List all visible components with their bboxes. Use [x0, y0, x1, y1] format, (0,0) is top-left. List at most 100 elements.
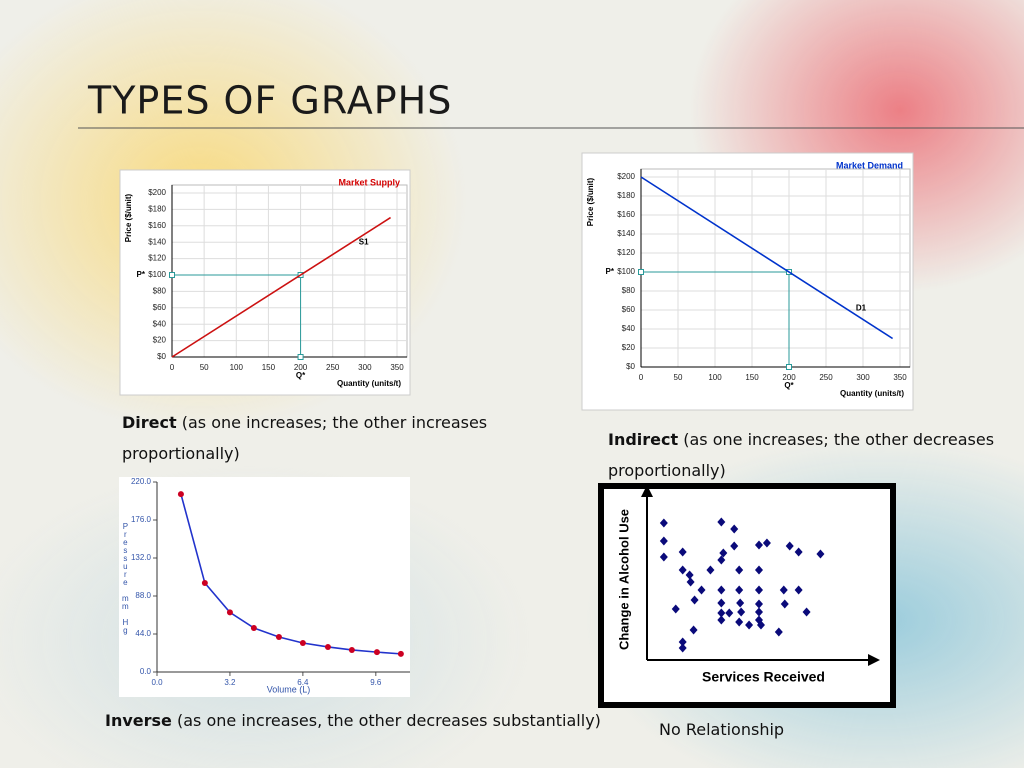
y-tick-label: $0: [626, 362, 635, 371]
axis-marker: [297, 354, 304, 360]
y-tick-label: 0.0: [140, 667, 152, 676]
data-point: [250, 624, 257, 631]
data-point: [736, 598, 745, 608]
data-point: [754, 565, 763, 575]
y-tick-label: $200: [617, 172, 635, 181]
data-point: [717, 585, 726, 595]
x-note: Q*: [296, 371, 306, 380]
data-point: [762, 538, 771, 548]
data-point: [671, 604, 680, 614]
data-point: [697, 585, 706, 595]
y-axis-label: Change in Alcohol Use: [616, 509, 631, 650]
data-point: [678, 643, 687, 653]
data-point: [779, 585, 788, 595]
y-tick-label: $200: [148, 188, 166, 197]
y-tick-label: $0: [157, 352, 166, 361]
data-point: [745, 620, 754, 630]
x-tick-label: 150: [745, 373, 759, 382]
caption-line: proportionally): [608, 461, 726, 480]
x-tick-label: 50: [674, 373, 683, 382]
data-point: [678, 565, 687, 575]
data-point: [754, 540, 763, 550]
x-tick-label: 200: [294, 363, 308, 372]
data-point: [794, 585, 803, 595]
y-axis-arrow: [641, 485, 653, 497]
data-point: [802, 607, 811, 617]
data-point: [689, 625, 698, 635]
data-point: [659, 536, 668, 546]
data-point: [719, 548, 728, 558]
data-point: [717, 517, 726, 527]
data-point: [816, 549, 825, 559]
data-point: [754, 607, 763, 617]
chart-frame: [598, 483, 896, 708]
series-line: [180, 493, 401, 655]
chart-title: Market Supply: [338, 177, 400, 187]
chart: $0 $20 $40 $60 $80 $100 $120 $140 $160 $180 $200 0 5…: [581, 152, 914, 411]
x-tick-label: 6.4: [297, 678, 309, 687]
y-note: P*: [606, 267, 615, 276]
y-tick-label: $160: [148, 221, 166, 230]
plot-area: [171, 184, 408, 358]
y-tick-label: $80: [153, 287, 167, 296]
y-axis-label: Pressure mm Hg: [121, 522, 130, 635]
y-tick-label: $80: [622, 286, 636, 295]
data-point: [177, 491, 184, 498]
plot-area: [640, 168, 911, 368]
chart: $0 $20 $40 $60 $80 $100 $120 $140 $160 $180 $200 0 5…: [119, 169, 411, 396]
x-tick-label: 150: [262, 363, 276, 372]
data-point: [794, 547, 803, 557]
x-tick-label: 300: [856, 373, 870, 382]
data-point: [690, 595, 699, 605]
x-tick-label: 3.2: [224, 678, 236, 687]
slide-title: TYPES OF GRAPHS: [87, 79, 452, 123]
x-tick-label: 300: [358, 363, 372, 372]
data-point: [717, 598, 726, 608]
y-tick-label: $60: [622, 305, 636, 314]
x-tick-label: 50: [200, 363, 209, 372]
y-tick-label: $180: [148, 205, 166, 214]
x-axis-label: Services Received: [702, 669, 825, 685]
data-point: [299, 639, 306, 646]
x-tick-label: 250: [326, 363, 340, 372]
caption-line: Indirect (as one increases; the other de…: [608, 430, 994, 449]
data-point: [774, 627, 783, 637]
y-tick-label: $20: [622, 343, 636, 352]
caption-text: proportionally): [608, 461, 726, 480]
y-tick-label: $140: [617, 229, 635, 238]
data-point: [717, 615, 726, 625]
chart: 0.0 44.0 88.0 132.0 176.0 220.0 0.0 3.2 6.4 9.6 Vo…: [119, 477, 410, 697]
data-point: [685, 570, 694, 580]
series-line: [640, 176, 894, 340]
data-point: [780, 599, 789, 609]
y-tick-label: $100: [617, 267, 635, 276]
y-tick-label: $140: [148, 237, 166, 246]
caption-text: proportionally): [122, 444, 240, 463]
y-tick-label: $160: [617, 210, 635, 219]
data-point: [717, 555, 726, 565]
caption-line: proportionally): [122, 444, 240, 463]
x-tick-label: 0: [170, 363, 175, 372]
y-tick-label: 132.0: [131, 553, 152, 562]
data-point: [706, 565, 715, 575]
x-tick-label: 9.6: [370, 678, 382, 687]
x-tick-label: 0.0: [151, 678, 163, 687]
data-point: [659, 518, 668, 528]
data-point: [686, 577, 695, 587]
data-point: [730, 524, 739, 534]
data-point: [717, 608, 726, 618]
y-tick-label: $180: [617, 191, 635, 200]
x-axis-label: Volume (L): [267, 684, 311, 694]
y-tick-label: $40: [622, 324, 636, 333]
data-point: [756, 620, 765, 630]
x-note: Q*: [784, 381, 794, 390]
data-point: [678, 547, 687, 557]
data-point: [735, 585, 744, 595]
y-note: P*: [137, 270, 146, 279]
y-tick-label: 44.0: [135, 629, 151, 638]
data-point: [754, 599, 763, 609]
caption-term: Direct: [122, 413, 177, 432]
x-tick-label: 350: [893, 373, 907, 382]
y-tick-label: 88.0: [135, 591, 151, 600]
data-point: [725, 608, 734, 618]
